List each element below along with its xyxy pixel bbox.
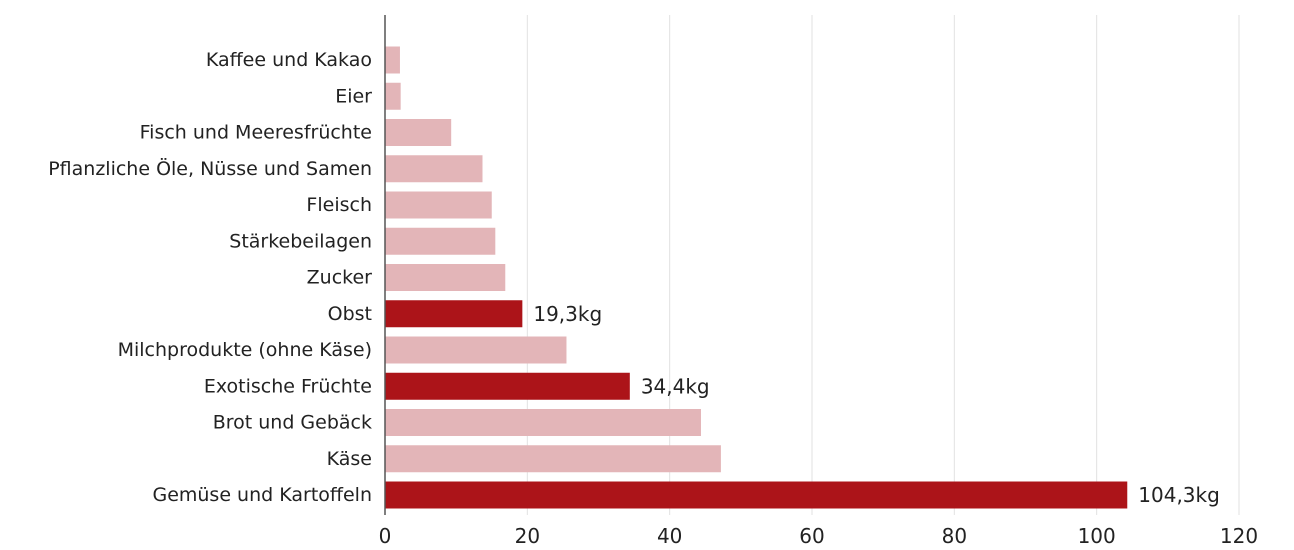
x-tick-label: 60 [799, 524, 824, 548]
bar [385, 155, 483, 183]
bar [385, 119, 452, 146]
category-label: Fisch und Meeresfrüchte [140, 122, 372, 144]
bar [385, 227, 496, 255]
bars [385, 46, 1128, 509]
category-label: Obst [328, 303, 372, 325]
bar [385, 191, 492, 219]
bar [385, 409, 701, 436]
bar [385, 264, 506, 291]
category-label: Kaffee und Kakao [206, 49, 372, 71]
category-label: Exotische Früchte [204, 375, 372, 397]
category-label: Zucker [307, 267, 373, 289]
x-tick-label: 40 [657, 524, 682, 548]
bar [385, 372, 630, 400]
x-tick-label: 120 [1220, 524, 1258, 548]
category-label: Stärkebeilagen [229, 230, 372, 252]
category-label: Fleisch [306, 194, 372, 216]
data-label: 104,3kg [1138, 483, 1220, 507]
data-labels: 19,3kg 34,4kg 104,3kg [533, 302, 1219, 507]
bar [385, 445, 721, 473]
x-tick-label: 100 [1078, 524, 1116, 548]
category-label: Käse [327, 448, 372, 470]
category-label: Gemüse und Kartoffeln [152, 484, 372, 506]
x-tick-label: 80 [942, 524, 967, 548]
data-label: 34,4kg [641, 374, 710, 398]
x-tick-labels: 0 20 40 60 80 100 120 [379, 524, 1258, 548]
bar [385, 300, 523, 328]
bar [385, 336, 567, 364]
data-label: 19,3kg [533, 302, 602, 326]
category-label: Milchprodukte (ohne Käse) [118, 339, 372, 361]
bar [385, 46, 400, 74]
category-label: Eier [335, 85, 372, 107]
bar [385, 82, 401, 110]
category-labels: Kaffee und Kakao Eier Fisch und Meeresfrüc… [48, 49, 372, 506]
x-tick-label: 20 [515, 524, 540, 548]
category-label: Pflanzliche Öle, Nüsse und Samen [48, 157, 372, 180]
category-label: Brot und Gebäck [213, 412, 372, 434]
gridlines [526, 15, 1240, 515]
x-tick-label: 0 [379, 524, 392, 548]
bar [385, 481, 1128, 509]
